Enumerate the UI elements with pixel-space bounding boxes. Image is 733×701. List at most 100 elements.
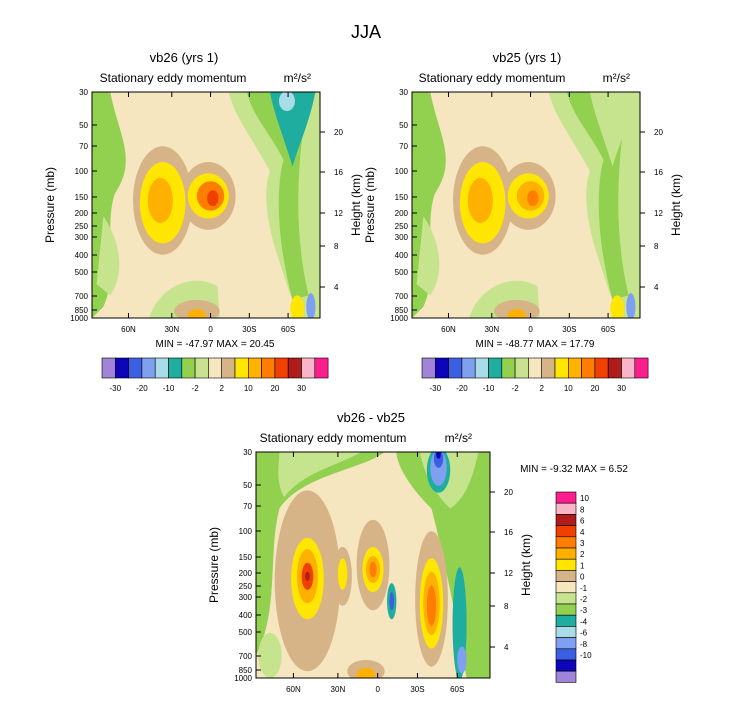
colorbar-label: -30: [110, 384, 122, 393]
colorbar-label: -20: [136, 384, 148, 393]
colorbar-swatch: [261, 357, 276, 379]
y-tick-label: 850: [239, 666, 253, 675]
y2-tick-label: 16: [334, 168, 343, 177]
y-tick-label: 700: [395, 292, 409, 301]
y-tick-label: 50: [79, 121, 88, 130]
colorbar-swatch: [607, 357, 622, 379]
positive-yellow-15N: [337, 558, 348, 590]
positive-core-10N: [369, 561, 377, 578]
colorbar-swatch: [448, 357, 463, 379]
x-tick-label: 60S: [450, 685, 464, 694]
colorbar-swatch: [555, 502, 577, 515]
colorbar-swatch: [488, 357, 503, 379]
y-tick-label: 850: [75, 306, 89, 315]
surface-positive-core: [187, 308, 206, 318]
y-tick-label: 1000: [70, 314, 88, 323]
negative-region-left-2: [416, 216, 440, 296]
negative-small-20S-core: [389, 592, 395, 611]
y-tick-label: 70: [399, 142, 408, 151]
chart-panel-2: vb25 (yrs 1) Stationary eddy momentum m²/s…: [363, 50, 683, 393]
y-tick-label: 250: [395, 222, 409, 231]
contour-field: [256, 452, 490, 678]
colorbar-label: -10: [483, 384, 495, 393]
y-tick-label: 200: [75, 209, 89, 218]
y-tick-label: 70: [79, 142, 88, 151]
y-tick-label: 30: [243, 448, 252, 457]
colorbar-label: -2: [192, 384, 200, 393]
y-tick-label: 50: [243, 481, 252, 490]
positive-core-40N: [305, 571, 310, 581]
colorbar-label: -10: [580, 651, 592, 660]
panel-title: vb26 (yrs 1): [150, 50, 219, 65]
colorbar-swatch: [168, 357, 183, 379]
panel-subtitle: Stationary eddy momentum: [100, 71, 247, 85]
colorbar-label: 3: [580, 539, 585, 548]
y-tick-label: 1000: [390, 314, 408, 323]
y-tick-label: 250: [75, 222, 89, 231]
y-tick-label: 500: [395, 268, 409, 277]
units-label: m²/s²: [284, 71, 311, 85]
colorbar-swatch: [555, 570, 577, 582]
colorbar-swatch: [555, 648, 577, 661]
colorbar-swatch: [555, 525, 577, 538]
y2-tick-label: 8: [654, 242, 659, 251]
colorbar: -30 -20 -10 -2 2 10 20 30: [101, 357, 329, 393]
y2-tick-label: 4: [504, 643, 509, 652]
surface-positive-core: [356, 667, 376, 678]
colorbar-label: 10: [580, 494, 589, 503]
x-tick-label: 60S: [281, 325, 295, 334]
colorbar-swatch: [594, 357, 609, 379]
y-tick-label: 700: [75, 292, 89, 301]
y-tick-label: 850: [395, 306, 409, 315]
y2-tick-label: 8: [334, 242, 339, 251]
x-tick-label: 30N: [164, 325, 179, 334]
x-tick-label: 30N: [484, 325, 499, 334]
min-max-stats: MIN = -9.32 MAX = 6.52: [520, 464, 628, 475]
colorbar-swatch: [555, 659, 577, 672]
y-tick-label: 250: [239, 582, 253, 591]
colorbar-swatch: [555, 491, 577, 504]
colorbar-swatch: [541, 357, 556, 379]
y-tick-label: 500: [75, 268, 89, 277]
negative-region-top-left: [278, 452, 362, 498]
y-axis-label: Pressure (mb): [363, 167, 377, 243]
plot-frame: [411, 91, 641, 319]
chart-panel-1: vb26 (yrs 1) Stationary eddy momentum m²/s…: [43, 50, 363, 393]
plot-frame: [255, 451, 491, 679]
colorbar-label: 6: [580, 517, 585, 526]
colorbar-label: 4: [580, 528, 585, 537]
colorbar-label: 2: [539, 384, 544, 393]
colorbar-swatch: [301, 357, 316, 379]
colorbar-swatch: [555, 514, 577, 526]
y2-tick-label: 20: [504, 488, 513, 497]
negative-core-top-inner: [278, 92, 295, 112]
colorbar-label: 10: [244, 384, 253, 393]
colorbar-swatch: [514, 357, 529, 379]
y2-tick-label: 12: [334, 209, 343, 218]
y2-axis-label: Height (km): [349, 174, 363, 236]
colorbar-swatch: [555, 581, 577, 594]
colorbar-swatch: [555, 547, 577, 560]
colorbar-swatch: [314, 357, 329, 379]
surface-positive-60S: [610, 295, 625, 318]
y-tick-label: 200: [239, 569, 253, 578]
x-tick-label: 0: [208, 325, 213, 334]
y-tick-label: 400: [239, 611, 253, 620]
y-tick-label: 700: [239, 652, 253, 661]
colorbar-swatch: [555, 603, 577, 616]
colorbar-swatch: [528, 357, 543, 379]
y2-tick-label: 20: [654, 128, 663, 137]
x-tick-label: 60N: [286, 685, 301, 694]
surface-positive-60S: [290, 295, 305, 318]
colorbar-label: -8: [580, 640, 588, 649]
y2-tick-label: 12: [654, 209, 663, 218]
y-axis-label: Pressure (mb): [207, 527, 221, 603]
colorbar-label: 20: [270, 384, 279, 393]
y2-tick-label: 4: [334, 283, 339, 292]
colorbar-swatch: [555, 670, 577, 683]
colorbar-swatch: [634, 357, 649, 379]
colorbar-swatch: [554, 357, 569, 379]
y-tick-label: 150: [395, 193, 409, 202]
colorbar-swatch: [141, 357, 156, 379]
panel-subtitle: Stationary eddy momentum: [419, 71, 566, 85]
